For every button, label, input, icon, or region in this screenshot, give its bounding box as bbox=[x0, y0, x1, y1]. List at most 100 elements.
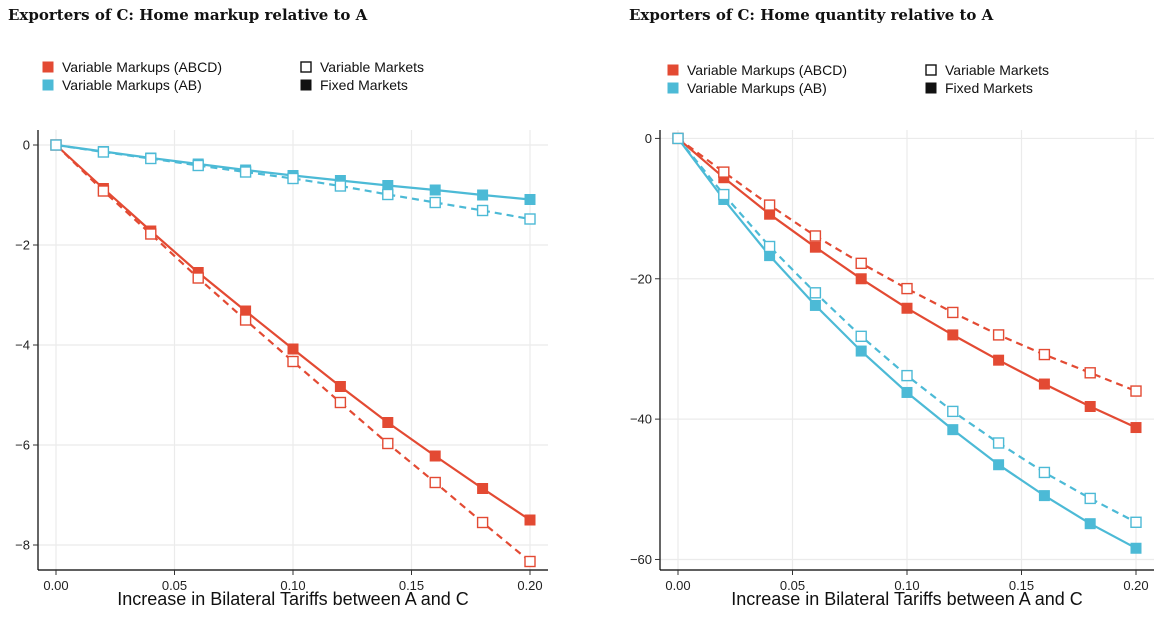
data-point bbox=[763, 240, 776, 253]
data-point bbox=[901, 282, 913, 295]
y-tick-label: −6 bbox=[15, 438, 30, 453]
quantity-panel: Exporters of C: Home quantity relative t… bbox=[584, 0, 1167, 634]
data-point bbox=[287, 355, 299, 368]
data-point bbox=[477, 483, 489, 494]
data-point bbox=[809, 241, 821, 253]
x-tick-label: 0.15 bbox=[1009, 578, 1034, 593]
legend-swatch bbox=[42, 61, 54, 73]
data-point bbox=[239, 166, 252, 178]
legend-label: Fixed Markets bbox=[320, 77, 408, 93]
data-point bbox=[855, 273, 867, 285]
data-point bbox=[429, 196, 441, 209]
data-point bbox=[192, 272, 204, 284]
x-axis-title: Increase in Bilateral Tariffs between A … bbox=[731, 589, 1083, 609]
data-point bbox=[947, 329, 959, 341]
series-abcd-variable bbox=[50, 139, 536, 568]
data-point bbox=[1038, 378, 1050, 390]
data-point bbox=[524, 194, 536, 205]
data-point bbox=[239, 314, 252, 326]
legend-label: Variable Markups (ABCD) bbox=[62, 59, 222, 75]
legend: Variable Markups (ABCD) Variable Markups … bbox=[42, 59, 424, 93]
x-tick-label: 0.00 bbox=[665, 578, 690, 593]
gridlines bbox=[660, 130, 1154, 570]
data-point bbox=[947, 424, 959, 436]
y-tick-label: −60 bbox=[630, 552, 652, 567]
series-ab-variable bbox=[672, 132, 1142, 528]
x-tick-label: 0.05 bbox=[780, 578, 805, 593]
series-line bbox=[55, 144, 531, 563]
data-point bbox=[1038, 466, 1051, 479]
legend-swatch bbox=[667, 82, 679, 94]
x-tick-label: 0.10 bbox=[280, 578, 305, 593]
data-point bbox=[192, 159, 204, 172]
legend-swatch bbox=[667, 64, 679, 76]
series-line bbox=[55, 143, 531, 221]
data-point bbox=[429, 450, 441, 462]
data-point bbox=[240, 305, 252, 317]
legend-label: Variable Markups (AB) bbox=[62, 77, 202, 93]
legend-label: Variable Markets bbox=[945, 62, 1049, 78]
data-point bbox=[1130, 422, 1142, 434]
legend-label: Variable Markups (ABCD) bbox=[687, 62, 847, 78]
data-point bbox=[477, 189, 489, 201]
data-point bbox=[901, 302, 913, 314]
data-point bbox=[476, 204, 489, 217]
markup-chart: 0.00 0.05 0.10 0.15 0.20 0 −2 −4 −6 −8 Increase in… bbox=[15, 59, 548, 609]
legend-swatch bbox=[300, 79, 312, 91]
legend-swatch bbox=[925, 82, 937, 94]
y-tick-label: −40 bbox=[630, 412, 652, 427]
data-point bbox=[429, 476, 441, 489]
data-point bbox=[809, 287, 822, 299]
x-tick-label: 0.15 bbox=[399, 578, 424, 593]
data-point bbox=[764, 250, 776, 262]
data-point bbox=[992, 437, 1005, 449]
data-point bbox=[1084, 492, 1096, 505]
x-tick-label: 0.05 bbox=[162, 578, 187, 593]
data-point bbox=[901, 386, 913, 398]
data-point bbox=[524, 213, 536, 225]
chart-title: Exporters of C: Home markup relative to … bbox=[8, 6, 368, 24]
data-point bbox=[97, 146, 110, 158]
data-point bbox=[382, 437, 394, 450]
data-point bbox=[382, 180, 394, 191]
data-point bbox=[334, 396, 347, 409]
series-ab-variable bbox=[50, 139, 536, 225]
legend-swatch bbox=[925, 64, 937, 76]
data-point bbox=[993, 354, 1005, 366]
data-point bbox=[145, 152, 157, 165]
data-point bbox=[334, 381, 346, 392]
x-axis-title: Increase in Bilateral Tariffs between A … bbox=[117, 589, 469, 609]
data-point bbox=[992, 329, 1005, 341]
data-point bbox=[718, 188, 730, 201]
data-point bbox=[287, 172, 299, 185]
data-point bbox=[718, 166, 730, 178]
legend: Variable Markups (ABCD) Variable Markups … bbox=[667, 62, 1049, 96]
x-tick-label: 0.20 bbox=[1123, 578, 1148, 593]
markup-panel: Exporters of C: Home markup relative to … bbox=[0, 0, 583, 634]
x-tick-label: 0.10 bbox=[894, 578, 919, 593]
y-tick-label: 0 bbox=[645, 131, 652, 146]
data-point bbox=[809, 299, 821, 311]
data-point bbox=[855, 330, 867, 343]
y-tick-label: −8 bbox=[15, 538, 30, 553]
y-tick-label: −20 bbox=[630, 271, 652, 286]
data-point bbox=[524, 555, 536, 568]
legend-swatch bbox=[42, 79, 54, 91]
data-point bbox=[524, 514, 536, 526]
data-point bbox=[947, 405, 959, 418]
data-point bbox=[1130, 542, 1142, 554]
data-point bbox=[476, 516, 489, 529]
data-point bbox=[763, 199, 776, 211]
data-point bbox=[764, 208, 776, 220]
data-point bbox=[855, 257, 867, 270]
legend-label: Fixed Markets bbox=[945, 80, 1033, 96]
data-point bbox=[855, 345, 867, 357]
data-point bbox=[145, 228, 157, 240]
data-point bbox=[287, 343, 299, 355]
data-point bbox=[97, 185, 110, 197]
data-point bbox=[809, 230, 822, 242]
data-point bbox=[429, 184, 441, 196]
chart-title: Exporters of C: Home quantity relative t… bbox=[629, 6, 994, 24]
gridlines bbox=[38, 130, 548, 570]
x-tick-label: 0.00 bbox=[43, 578, 68, 593]
